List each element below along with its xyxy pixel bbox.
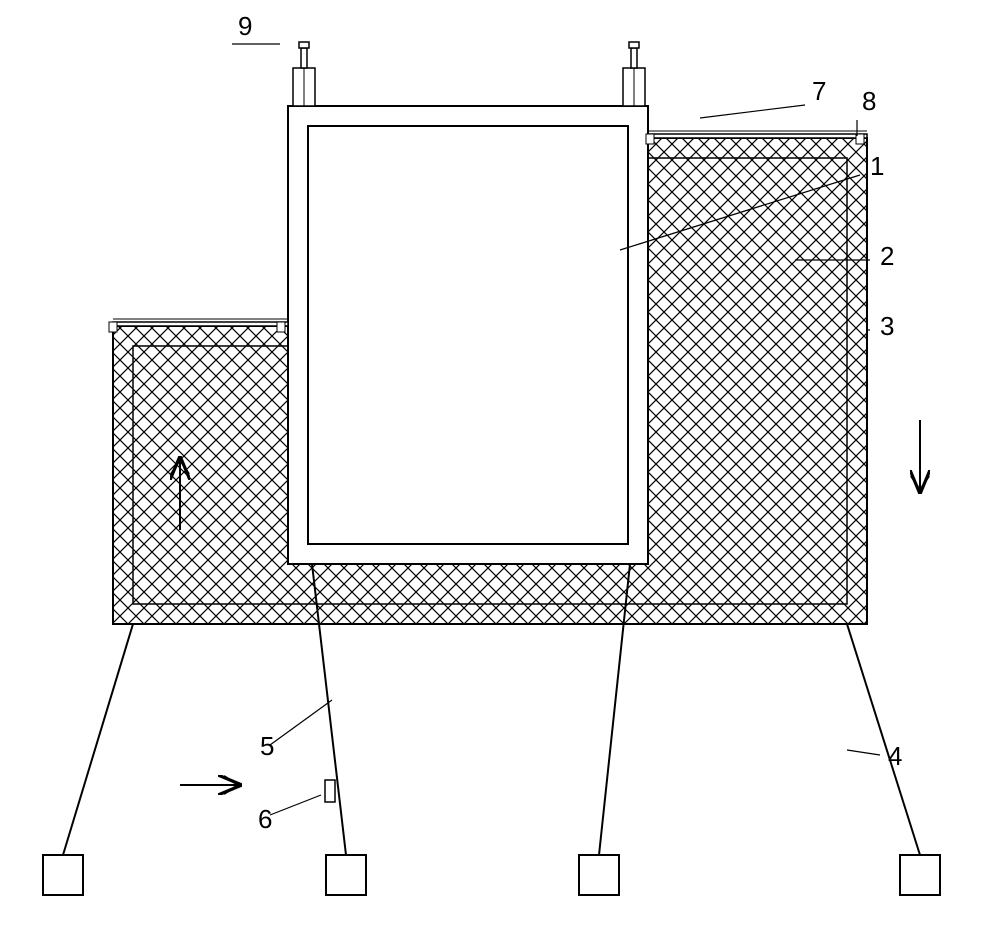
top-cap-1: [629, 42, 639, 48]
leg-outer_right: [847, 624, 920, 855]
leader-6: [270, 795, 321, 815]
callout-label-4: 4: [888, 741, 902, 771]
top-pin-0: [301, 48, 307, 68]
central-box-inner: [308, 126, 628, 544]
top-cap-0: [299, 42, 309, 48]
callout-label-8: 8: [862, 86, 876, 116]
leader-4: [847, 750, 880, 755]
callout-label-6: 6: [258, 804, 272, 834]
clamp: [325, 780, 335, 802]
callout-label-1: 1: [870, 151, 884, 181]
foot-3: [900, 855, 940, 895]
callout-label-7: 7: [812, 76, 826, 106]
foot-2: [579, 855, 619, 895]
foot-1: [326, 855, 366, 895]
hinge-left_outer: [109, 322, 117, 332]
leg-outer_left: [63, 624, 133, 855]
foot-0: [43, 855, 83, 895]
leader-5: [270, 700, 332, 745]
hinge-right_inner: [646, 134, 654, 144]
top-rail-right: [648, 134, 867, 138]
top-pin-1: [631, 48, 637, 68]
callout-label-3: 3: [880, 311, 894, 341]
callout-label-5: 5: [260, 731, 274, 761]
technical-diagram: 1 2 3 4 5 6 7 8 9: [0, 0, 1000, 927]
hinge-left_inner: [277, 322, 285, 332]
callout-label-9: 9: [238, 11, 252, 41]
top-rail-left: [113, 322, 288, 326]
callout-label-2: 2: [880, 241, 894, 271]
leader-7: [700, 105, 805, 118]
